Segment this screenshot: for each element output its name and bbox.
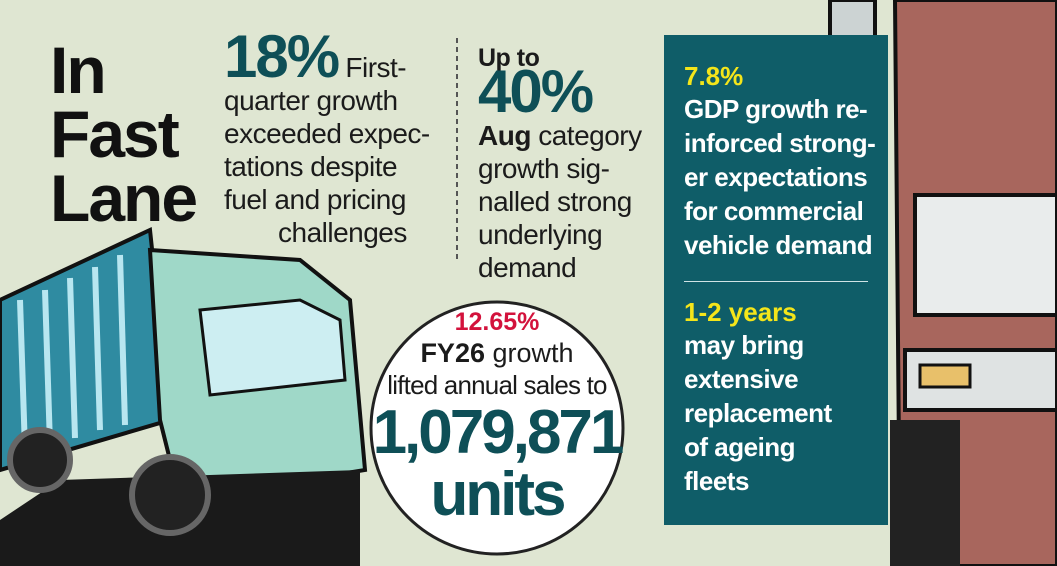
panel-separator: [684, 281, 868, 282]
panel-text: of ageing: [684, 432, 796, 462]
panel-text: may bring: [684, 330, 804, 360]
stat-text: First-: [345, 52, 407, 83]
stat-text: challenges: [278, 217, 407, 248]
fleet-block: 1-2 years may bring extensive replacemen…: [684, 297, 832, 498]
title: In Fast Lane: [50, 33, 198, 235]
stat-text: nalled strong: [478, 186, 632, 217]
tyre: [890, 420, 960, 566]
stat-text: demand: [478, 252, 577, 283]
stat-fy26: 12.65% FY26 growth lifted annual sales t…: [371, 308, 625, 529]
stat-text: tations despite: [224, 151, 398, 182]
stat-lead: Aug: [478, 120, 531, 151]
panel-text: replacement: [684, 398, 832, 428]
panel-text: vehicle demand: [684, 230, 873, 260]
stat-figure: 12.65%: [454, 308, 540, 336]
panel-figure: 7.8%: [684, 61, 744, 91]
info-panel: 7.8% GDP growth re- inforced strong- er …: [664, 35, 888, 525]
panel-text: GDP growth re-: [684, 94, 868, 124]
stat-quarter: 18% First- quarter growth exceeded expec…: [224, 27, 454, 249]
wheel: [7, 427, 73, 493]
panel-text: fleets: [684, 466, 749, 496]
title-line: In: [50, 33, 107, 107]
panel-text: inforced strong-: [684, 128, 876, 158]
stat-text: underlying: [478, 219, 603, 250]
truck-grille: [913, 193, 1057, 317]
stat-text: category: [538, 120, 642, 151]
headlight: [918, 363, 972, 389]
stat-prefix: Up to: [478, 44, 540, 72]
stat-text: quarter growth: [224, 85, 398, 116]
stat-figure: 40%: [478, 58, 594, 125]
gdp-block: 7.8% GDP growth re- inforced strong- er …: [684, 61, 876, 262]
stat-lead: FY26: [420, 338, 485, 368]
wheel: [129, 454, 211, 536]
stat-text: growth: [492, 338, 574, 368]
panel-text: extensive: [684, 364, 799, 394]
trailer-slats: [17, 254, 128, 451]
panel-figure: 1-2 years: [684, 297, 797, 327]
stat-august: Up to 40% Aug category growth sig- nalle…: [478, 40, 658, 284]
stat-figure: 18%: [224, 23, 340, 90]
stat-text: fuel and pricing: [224, 184, 406, 215]
panel-text: er expectations: [684, 162, 868, 192]
panel-text: for commercial: [684, 196, 864, 226]
stat-text: exceeded expec-: [224, 118, 430, 149]
stat-big: 1,079,871: [372, 398, 625, 467]
title-line: Fast: [50, 97, 180, 171]
stat-unit: units: [430, 460, 566, 529]
windshield: [198, 298, 347, 397]
stat-text: lifted annual sales to: [387, 370, 607, 400]
title-line: Lane: [50, 161, 198, 235]
highlight-circle: [369, 300, 625, 556]
stat-text: growth sig-: [478, 153, 610, 184]
